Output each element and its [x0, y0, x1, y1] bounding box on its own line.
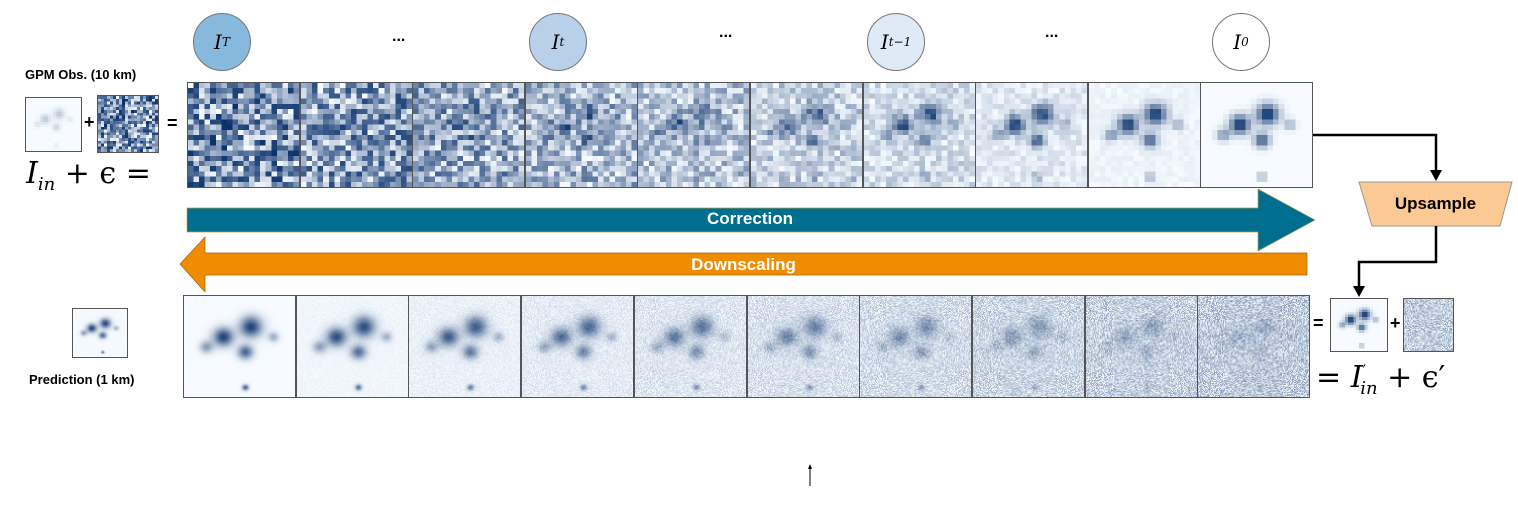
step-symbol: I — [880, 30, 889, 54]
formula-prime: ′ — [1362, 361, 1367, 380]
arrowhead-icon — [808, 464, 812, 469]
downscaling-label: Downscaling — [691, 255, 796, 274]
step-subscript: 0 — [1241, 35, 1249, 49]
connector-line — [1357, 226, 1438, 288]
fine-frame — [408, 295, 522, 398]
input-formula: Iin + ϵ = — [26, 156, 151, 195]
observation-input-image — [25, 97, 82, 152]
step-subscript: t−1 — [888, 35, 912, 49]
coarse-frame — [637, 82, 751, 188]
plus-sign: + — [1390, 313, 1401, 333]
formula-rest: + ϵ = — [55, 156, 151, 191]
downscaling-arrow — [179, 236, 1308, 293]
coarse-frame — [975, 82, 1089, 188]
noise-image — [97, 95, 159, 153]
gpm-obs-label: GPM Obs. (10 km) — [25, 67, 137, 82]
upsampled-input-image — [1330, 298, 1388, 352]
coarse-frame — [1200, 82, 1314, 188]
coarse-frame — [524, 82, 638, 188]
step-subscript: T — [221, 35, 230, 49]
fine-frame — [521, 295, 635, 398]
step-subscript: t — [559, 35, 565, 49]
equals-sign: = — [167, 113, 178, 133]
correction-label: Correction — [707, 209, 793, 228]
output-formula: = I′in + ϵ′ — [1316, 360, 1445, 399]
step-symbol: I — [551, 30, 560, 54]
step-symbol: I — [214, 30, 222, 54]
formula-symbol: I — [1350, 360, 1363, 395]
noise-image — [1403, 298, 1454, 352]
formula-subscript: in — [1360, 378, 1378, 399]
fine-frame — [183, 295, 296, 398]
prediction-label: Prediction (1 km) — [29, 372, 135, 387]
fine-frame — [859, 295, 973, 398]
ellipsis: ... — [1045, 24, 1059, 41]
prediction-thumbnail — [72, 308, 128, 358]
coarse-frame — [862, 82, 976, 188]
step-symbol: I — [1233, 30, 1242, 54]
fine-frame — [971, 295, 1085, 398]
coarse-frame — [1087, 82, 1201, 188]
ellipsis: ... — [392, 28, 406, 45]
fine-frame — [746, 295, 860, 398]
plus-sign: + — [84, 112, 95, 132]
coarse-frame — [750, 82, 863, 188]
coarse-frame — [187, 82, 300, 188]
connector-line — [1313, 133, 1438, 172]
formula-subscript: in — [37, 174, 56, 195]
coarse-frame — [299, 82, 413, 188]
fine-frame — [633, 295, 747, 398]
formula-rest: + ϵ′ — [1377, 360, 1446, 395]
fine-frame — [1197, 295, 1311, 398]
formula-symbol: I — [26, 156, 38, 191]
formula-eq: = — [1316, 360, 1351, 395]
arrowhead-icon — [1353, 286, 1365, 297]
fine-frame — [1084, 295, 1198, 398]
equals-sign: = — [1313, 313, 1324, 333]
upsample-label: Upsample — [1394, 194, 1477, 213]
upsample-block — [1358, 181, 1513, 227]
arrowhead-icon — [1430, 170, 1442, 181]
coarse-frame — [412, 82, 526, 188]
ellipsis: ... — [719, 24, 733, 41]
correction-arrow — [186, 188, 1316, 252]
fine-frame — [295, 295, 409, 398]
